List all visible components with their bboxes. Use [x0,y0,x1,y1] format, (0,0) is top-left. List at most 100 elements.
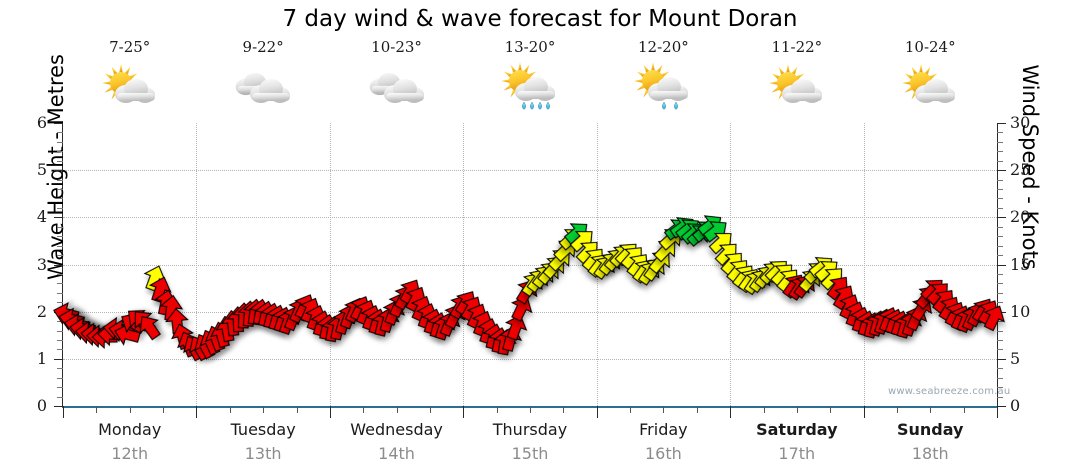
day-header-wednesday: 10-23° [330,38,463,123]
left-tick-major [54,264,63,266]
right-tick-major [997,170,1006,172]
x-tick-minor [129,406,131,413]
right-tick-major [997,217,1006,219]
x-tick-major [863,406,865,418]
left-tick-minor [57,198,63,200]
left-tick-minor [57,339,63,341]
right-tick-minor [997,339,1003,341]
x-tick-minor [96,406,98,413]
x-tick-minor [229,406,231,413]
x-tick-major [63,406,64,418]
left-tick-label: 6 [36,113,47,132]
temperature-range: 12-20° [638,38,689,56]
day-date: 17th [778,444,816,463]
left-tick-major [54,170,63,172]
right-tick-minor [997,132,1003,134]
wind-arrow [504,314,528,341]
day-label-monday: Monday 12th [63,418,196,472]
x-tick-minor [363,406,365,413]
left-tick-minor [57,179,63,181]
right-tick-label: 5 [1010,348,1021,368]
day-name: Tuesday [230,420,296,439]
wind-arrow [983,305,1005,332]
day-separator-gridline [863,123,865,406]
horizontal-gridline [63,311,997,313]
day-name: Wednesday [350,420,443,439]
left-tick-major [54,406,63,407]
day-header-tuesday: 9-22° [196,38,329,123]
day-label-thursday: Thursday 15th [463,418,596,472]
day-date: 12th [111,444,149,463]
right-tick-minor [997,349,1003,351]
right-tick-minor [997,387,1003,389]
right-tick-minor [997,207,1003,209]
sun-cloud-rain-icon [493,59,567,119]
x-tick-minor [963,406,965,413]
left-tick-minor [57,151,63,153]
day-label-sunday: Sunday 18th [864,418,997,472]
left-tick-minor [57,283,63,285]
x-tick-minor [563,406,565,413]
right-tick-minor [997,377,1003,379]
day-date: 18th [911,444,949,463]
day-header-monday: 7-25° [63,38,196,123]
day-header-sunday: 10-24° [864,38,997,123]
left-tick-label: 0 [36,396,47,415]
sun-behind-cloud-icon [760,59,834,119]
day-header-thursday: 13-20° [463,38,596,123]
right-tick-major [997,406,1006,407]
right-tick-minor [997,151,1003,153]
temperature-range: 13-20° [504,38,556,56]
x-tick-minor [429,406,431,413]
day-separator-gridline [463,123,465,406]
right-tick-label: 15 [1010,254,1031,274]
day-separator-gridline [329,123,331,406]
day-date: 13th [244,444,282,463]
x-tick-minor [530,406,531,413]
day-name: Saturday [756,420,838,439]
x-tick-major [730,406,732,418]
day-name: Sunday [896,420,964,439]
right-tick-minor [997,321,1003,323]
left-tick-minor [57,387,63,389]
temperature-range: 10-23° [371,38,422,56]
right-tick-label: 30 [1010,113,1031,132]
watermark: www.seabreeze.com.au [888,386,1011,397]
left-tick-minor [57,349,63,351]
right-tick-minor [997,189,1003,191]
right-tick-minor [997,396,1003,398]
x-tick-major [463,406,465,418]
day-header-friday: 12-20° [597,38,730,123]
right-tick-major [997,123,1006,124]
right-tick-minor [997,160,1003,162]
left-tick-minor [57,207,63,209]
left-tick-minor [57,236,63,238]
right-tick-minor [997,302,1003,304]
right-tick-label: 0 [1010,396,1021,415]
day-date: 16th [645,444,682,463]
x-tick-minor [663,406,665,413]
day-label-saturday: Saturday 17th [730,418,863,472]
horizontal-gridline [63,264,997,266]
x-tick-minor [630,406,632,413]
left-tick-minor [57,255,63,257]
x-tick-minor [396,406,398,413]
horizontal-gridline [63,170,997,172]
left-tick-minor [57,160,63,162]
day-separator-gridline [196,123,198,406]
temperature-range: 10-24° [904,38,956,56]
left-tick-minor [57,292,63,294]
left-tick-minor [57,396,63,398]
cloudy-icon [226,59,300,119]
left-tick-minor [57,189,63,191]
left-tick-minor [57,141,63,143]
right-tick-minor [997,236,1003,238]
x-tick-minor [763,406,765,413]
left-tick-minor [57,321,63,323]
left-tick-major [54,217,63,219]
left-tick-minor [57,302,63,304]
x-tick-minor [163,406,165,413]
x-tick-major [596,406,598,418]
x-tick-minor [696,406,698,413]
